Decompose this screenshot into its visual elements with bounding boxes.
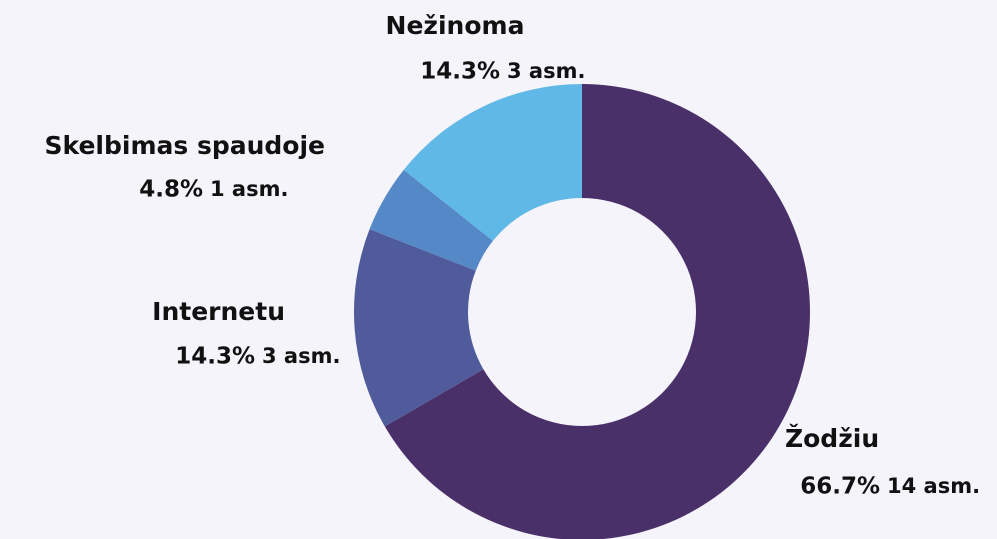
slice-name: Skelbimas spaudoje: [45, 131, 326, 160]
donut-slice: [369, 169, 493, 271]
slice-percent: 14.3%: [175, 344, 255, 370]
slice-name: Nežinoma: [386, 11, 525, 40]
slice-percent: 14.3%: [420, 59, 500, 85]
donut-slice: [384, 84, 810, 539]
donut-slice: [354, 229, 484, 427]
slice-name: Internetu: [152, 297, 285, 326]
slice-percent: 66.7%: [800, 474, 880, 500]
slice-count: 3 asm.: [507, 59, 585, 83]
slice-count: 1 asm.: [210, 177, 288, 201]
slice-count: 3 asm.: [262, 344, 340, 368]
slice-count: 14 asm.: [887, 474, 980, 498]
slice-percent: 4.8%: [139, 177, 203, 203]
slice-name: Žodžiu: [785, 424, 879, 453]
donut-slice: [403, 84, 582, 241]
